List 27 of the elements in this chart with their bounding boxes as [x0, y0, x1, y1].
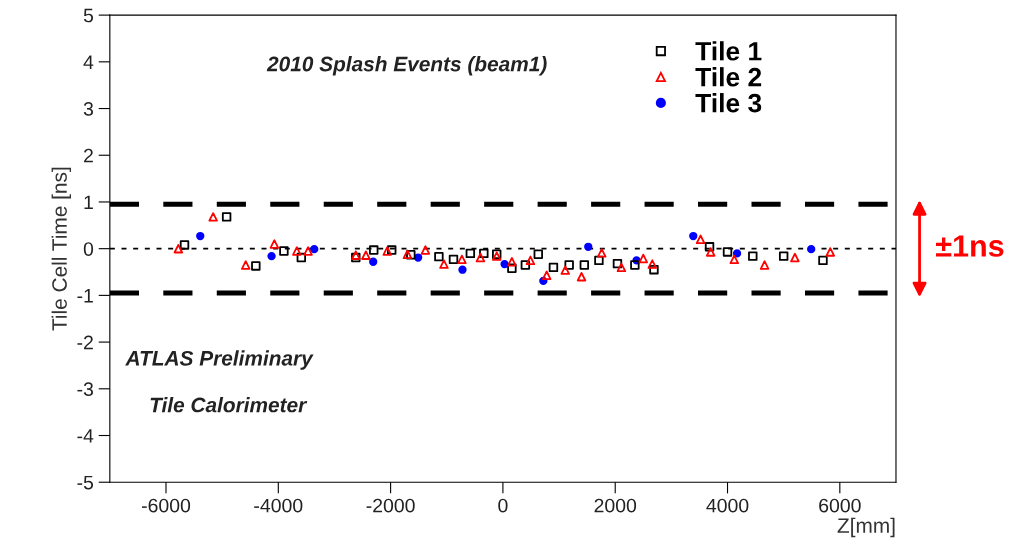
y-tick-label: 3: [83, 102, 94, 116]
legend-label: Tile 3: [695, 93, 762, 113]
annotation: Tile Calorimeter: [150, 397, 308, 413]
annotation: 2010 Splash Events (beam1): [266, 56, 547, 76]
y-tick-label: 1: [84, 195, 93, 210]
text: ±1ns: [936, 235, 1004, 257]
y-tick-label: -1: [77, 289, 93, 303]
y-tick-label: 5: [83, 8, 94, 23]
x-axis-title: Z[mm]: [837, 517, 895, 538]
annotation: ATLAS Preliminary: [125, 350, 314, 370]
x-tick-label: -6000: [141, 498, 191, 513]
x-tick-label: 2000: [594, 498, 637, 513]
x-tick-label: -2000: [366, 498, 415, 513]
y-tick-label: 2: [84, 148, 93, 163]
x-tick-label: 6000: [819, 498, 861, 513]
y-tick-label: -2: [77, 335, 93, 350]
legend-label: Tile 1: [695, 41, 762, 61]
y-tick-label: 4: [83, 55, 94, 69]
y-tick-label: -5: [77, 475, 94, 490]
x-tick-label: 0: [498, 498, 508, 513]
y-tick-label: -3: [77, 382, 94, 397]
y-tick-label: -4: [77, 429, 94, 443]
x-tick-label: -4000: [254, 498, 303, 513]
y-axis-title: Tile Cell Time [ns]: [51, 167, 72, 331]
legend-label: Tile 2: [695, 67, 762, 87]
x-tick-label: 4000: [706, 498, 749, 513]
y-tick-label: 0: [83, 242, 94, 256]
